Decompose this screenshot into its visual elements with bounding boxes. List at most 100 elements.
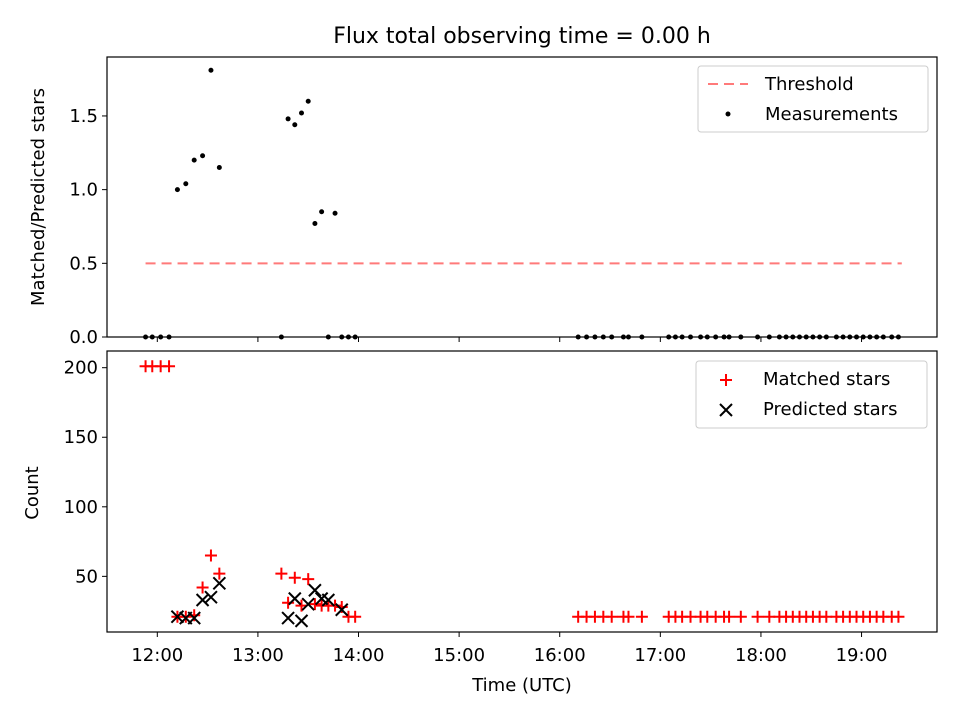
matched-star-marker xyxy=(684,610,697,623)
legend-predicted-label: Predicted stars xyxy=(763,399,897,420)
measurement-point xyxy=(810,334,816,340)
matched-star-marker xyxy=(635,610,648,623)
matched-star-marker xyxy=(275,567,288,580)
measurement-point xyxy=(833,334,839,340)
measurement-point xyxy=(854,334,860,340)
measurement-point xyxy=(158,334,164,340)
matched-star-marker xyxy=(892,610,905,623)
measurement-point xyxy=(216,165,222,171)
measurement-point xyxy=(797,334,803,340)
measurement-point xyxy=(312,221,318,227)
matched-star-marker xyxy=(204,549,217,562)
x-tick-label: 12:00 xyxy=(131,645,183,666)
predicted-star-marker xyxy=(281,611,295,625)
measurement-point xyxy=(166,334,172,340)
measurement-point xyxy=(575,334,581,340)
predicted-star-marker xyxy=(321,593,336,607)
bottom-legend-box xyxy=(695,360,928,429)
measurement-point xyxy=(620,334,626,340)
x-tick-label: 15:00 xyxy=(433,645,485,666)
bottom-x-ticks: 12:00 13:00 14:00 15:00 16:00 17:00 18:00 19:00 xyxy=(131,632,887,666)
measurement-point xyxy=(790,334,796,340)
matched-star-marker xyxy=(163,360,176,373)
y-tick-label: 1.0 xyxy=(69,180,98,201)
top-legend: Threshold Measurements xyxy=(697,65,929,133)
measurement-point xyxy=(584,334,590,340)
measurement-point xyxy=(332,210,338,216)
predicted-star-marker xyxy=(308,583,322,597)
bottom-legend: Matched stars Predicted stars xyxy=(695,360,928,429)
bottom-panel: 50 100 150 200 12:00 13:00 14:00 15:00 16:00 17:… xyxy=(22,350,938,696)
top-y-axis-label: Matched/Predicted stars xyxy=(28,88,49,306)
matched-star-marker xyxy=(349,610,362,623)
legend-matched-label: Matched stars xyxy=(763,369,890,390)
x-tick-label: 13:00 xyxy=(232,645,284,666)
measurement-point xyxy=(592,334,598,340)
predicted-star-marker xyxy=(335,603,349,617)
measurement-point xyxy=(860,334,866,340)
measurement-point xyxy=(200,153,206,159)
predicted-star-marker xyxy=(212,576,227,591)
predicted-star-marker xyxy=(294,614,309,628)
measurement-points xyxy=(143,67,901,340)
x-tick-label: 17:00 xyxy=(634,645,686,666)
measurement-point xyxy=(285,116,291,122)
top-panel: 0.0 0.5 1.0 1.5 Matched/Predicted stars Thr… xyxy=(28,56,938,348)
measurement-point xyxy=(609,334,615,340)
y-tick-label: 100 xyxy=(64,497,98,518)
top-y-ticks: 0.0 0.5 1.0 1.5 xyxy=(69,106,107,348)
y-tick-label: 0.0 xyxy=(69,327,98,348)
matched-star-marker xyxy=(763,610,776,623)
x-tick-label: 14:00 xyxy=(333,645,385,666)
measurement-point xyxy=(143,334,149,340)
measurement-point xyxy=(345,334,351,340)
y-tick-label: 1.5 xyxy=(69,106,98,127)
measurement-point xyxy=(713,334,719,340)
measurement-point xyxy=(889,334,895,340)
measurement-point xyxy=(895,334,901,340)
bottom-plot-frame xyxy=(106,350,938,633)
measurement-point xyxy=(352,334,358,340)
measurement-point xyxy=(174,187,180,193)
measurement-point xyxy=(704,334,710,340)
top-plot-frame xyxy=(106,56,938,338)
measurement-point xyxy=(874,334,880,340)
matched-star-marker xyxy=(288,571,301,584)
y-tick-label: 0.5 xyxy=(69,253,98,274)
measurement-point xyxy=(688,334,694,340)
x-tick-label: 18:00 xyxy=(735,645,787,666)
measurement-point xyxy=(666,334,672,340)
measurement-point xyxy=(305,98,311,104)
predicted-star-marker xyxy=(195,593,210,607)
matched-star-marker xyxy=(302,573,315,586)
measurement-point xyxy=(325,334,331,340)
measurement-point xyxy=(183,181,189,187)
y-tick-label: 150 xyxy=(64,427,98,448)
predicted-star-marker xyxy=(288,591,302,606)
measurement-point xyxy=(803,334,809,340)
measurement-point xyxy=(817,334,823,340)
matched-star-marker xyxy=(751,610,764,623)
matched-star-marker xyxy=(723,610,736,623)
matched-star-marker xyxy=(622,610,635,623)
measurement-point xyxy=(698,334,704,340)
y-tick-label: 50 xyxy=(75,566,98,587)
measurement-point xyxy=(823,334,829,340)
measurement-point xyxy=(149,334,155,340)
measurement-point xyxy=(191,157,197,163)
measurement-point xyxy=(755,334,761,340)
bottom-x-axis-label: Time (UTC) xyxy=(471,675,572,696)
measurement-point xyxy=(738,334,744,340)
matched-star-marker xyxy=(734,610,747,623)
measurement-point xyxy=(672,334,678,340)
legend-threshold-label: Threshold xyxy=(764,74,854,95)
top-chart-title: Flux total observing time = 0.00 h xyxy=(333,24,711,49)
measurement-point xyxy=(880,334,886,340)
matched-star-marker xyxy=(213,567,226,580)
predicted-star-marker xyxy=(301,597,315,611)
measurement-point xyxy=(847,334,853,340)
legend-predicted-marker xyxy=(719,403,733,417)
measurement-point xyxy=(292,122,298,128)
measurement-point xyxy=(726,334,732,340)
top-x-tick-marks xyxy=(156,337,863,342)
